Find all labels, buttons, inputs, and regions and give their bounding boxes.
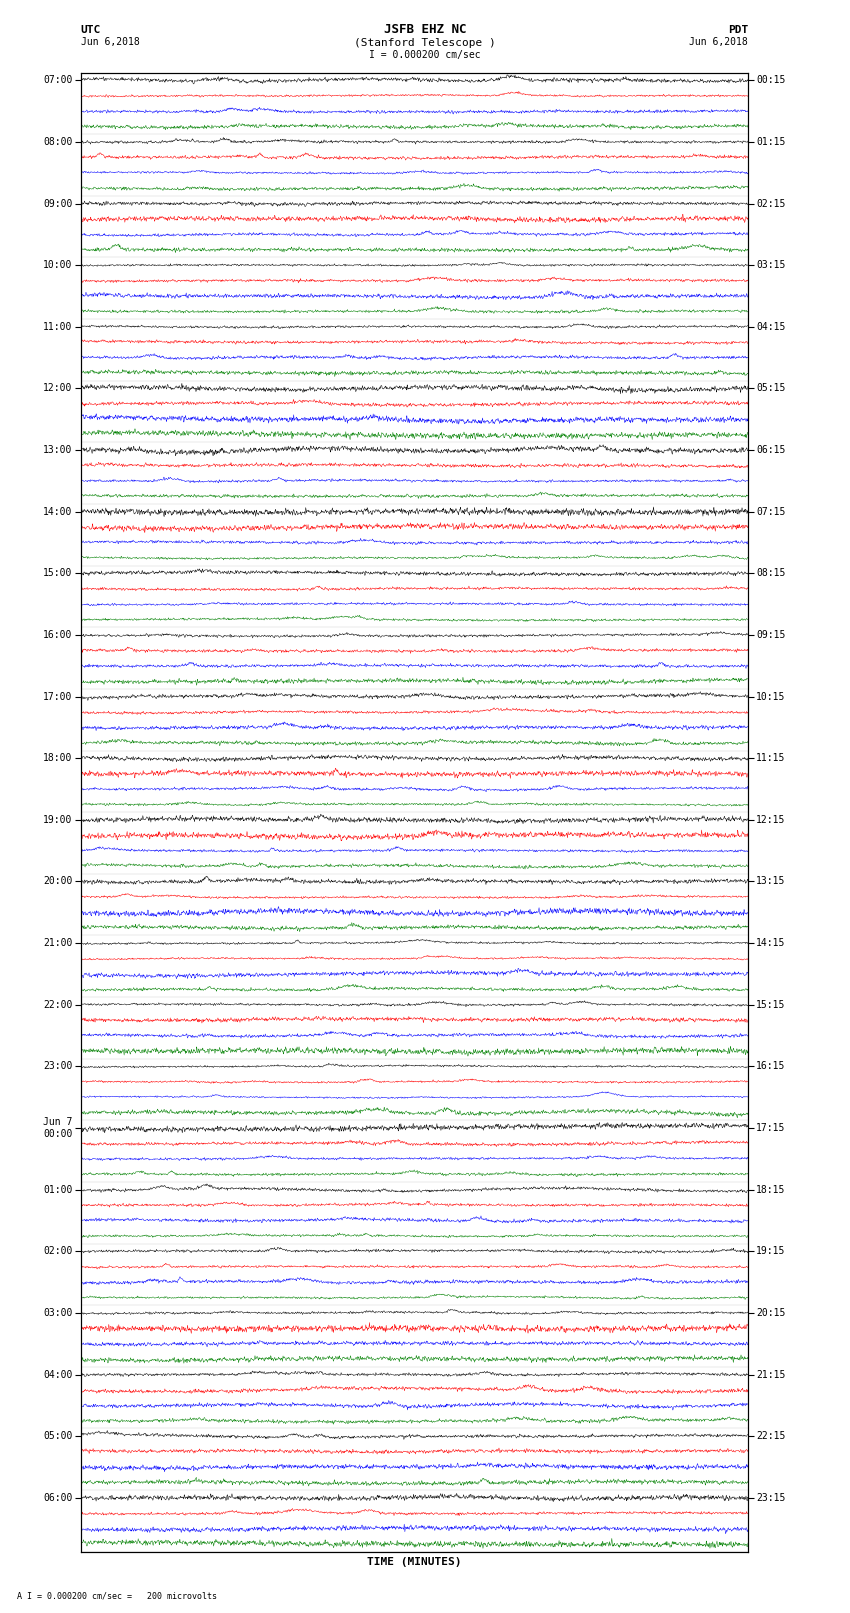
Text: PDT: PDT bbox=[728, 24, 748, 35]
Text: A I = 0.000200 cm/sec =   200 microvolts: A I = 0.000200 cm/sec = 200 microvolts bbox=[17, 1590, 217, 1600]
Text: JSFB EHZ NC: JSFB EHZ NC bbox=[383, 23, 467, 37]
Text: Jun 6,2018: Jun 6,2018 bbox=[689, 37, 748, 47]
Text: I = 0.000200 cm/sec: I = 0.000200 cm/sec bbox=[369, 50, 481, 60]
Text: Jun 6,2018: Jun 6,2018 bbox=[81, 37, 139, 47]
Text: (Stanford Telescope ): (Stanford Telescope ) bbox=[354, 39, 496, 48]
Text: UTC: UTC bbox=[81, 24, 101, 35]
X-axis label: TIME (MINUTES): TIME (MINUTES) bbox=[367, 1557, 462, 1568]
